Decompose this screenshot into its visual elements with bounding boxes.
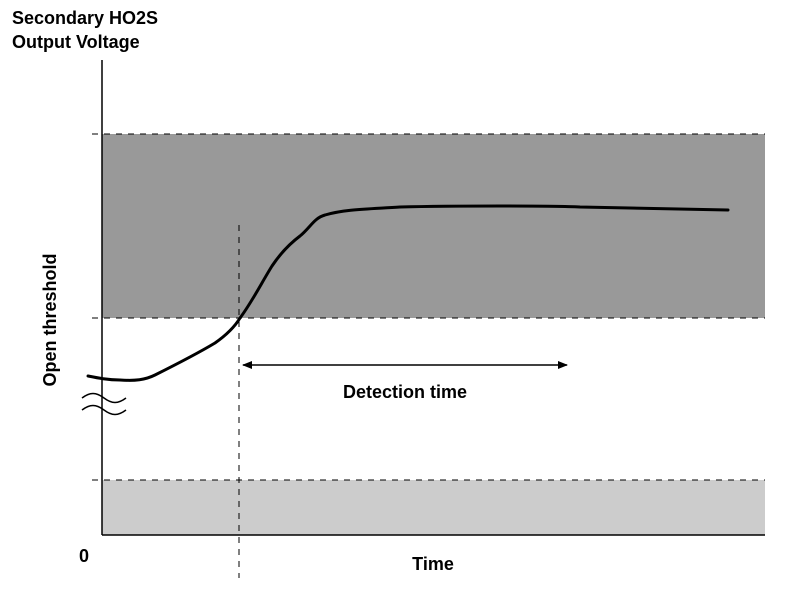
axis-break-icon <box>81 392 127 416</box>
voltage-curve <box>86 204 730 382</box>
title-line-1: Secondary HO2S <box>12 8 158 28</box>
upper-band <box>102 134 765 318</box>
x-axis-label: Time <box>412 554 454 574</box>
y-axis-label: Open threshold <box>40 253 60 386</box>
lower-band <box>102 480 765 535</box>
detection-time-label: Detection time <box>343 382 467 402</box>
title-line-2: Output Voltage <box>12 32 140 52</box>
origin-label: 0 <box>79 546 89 566</box>
